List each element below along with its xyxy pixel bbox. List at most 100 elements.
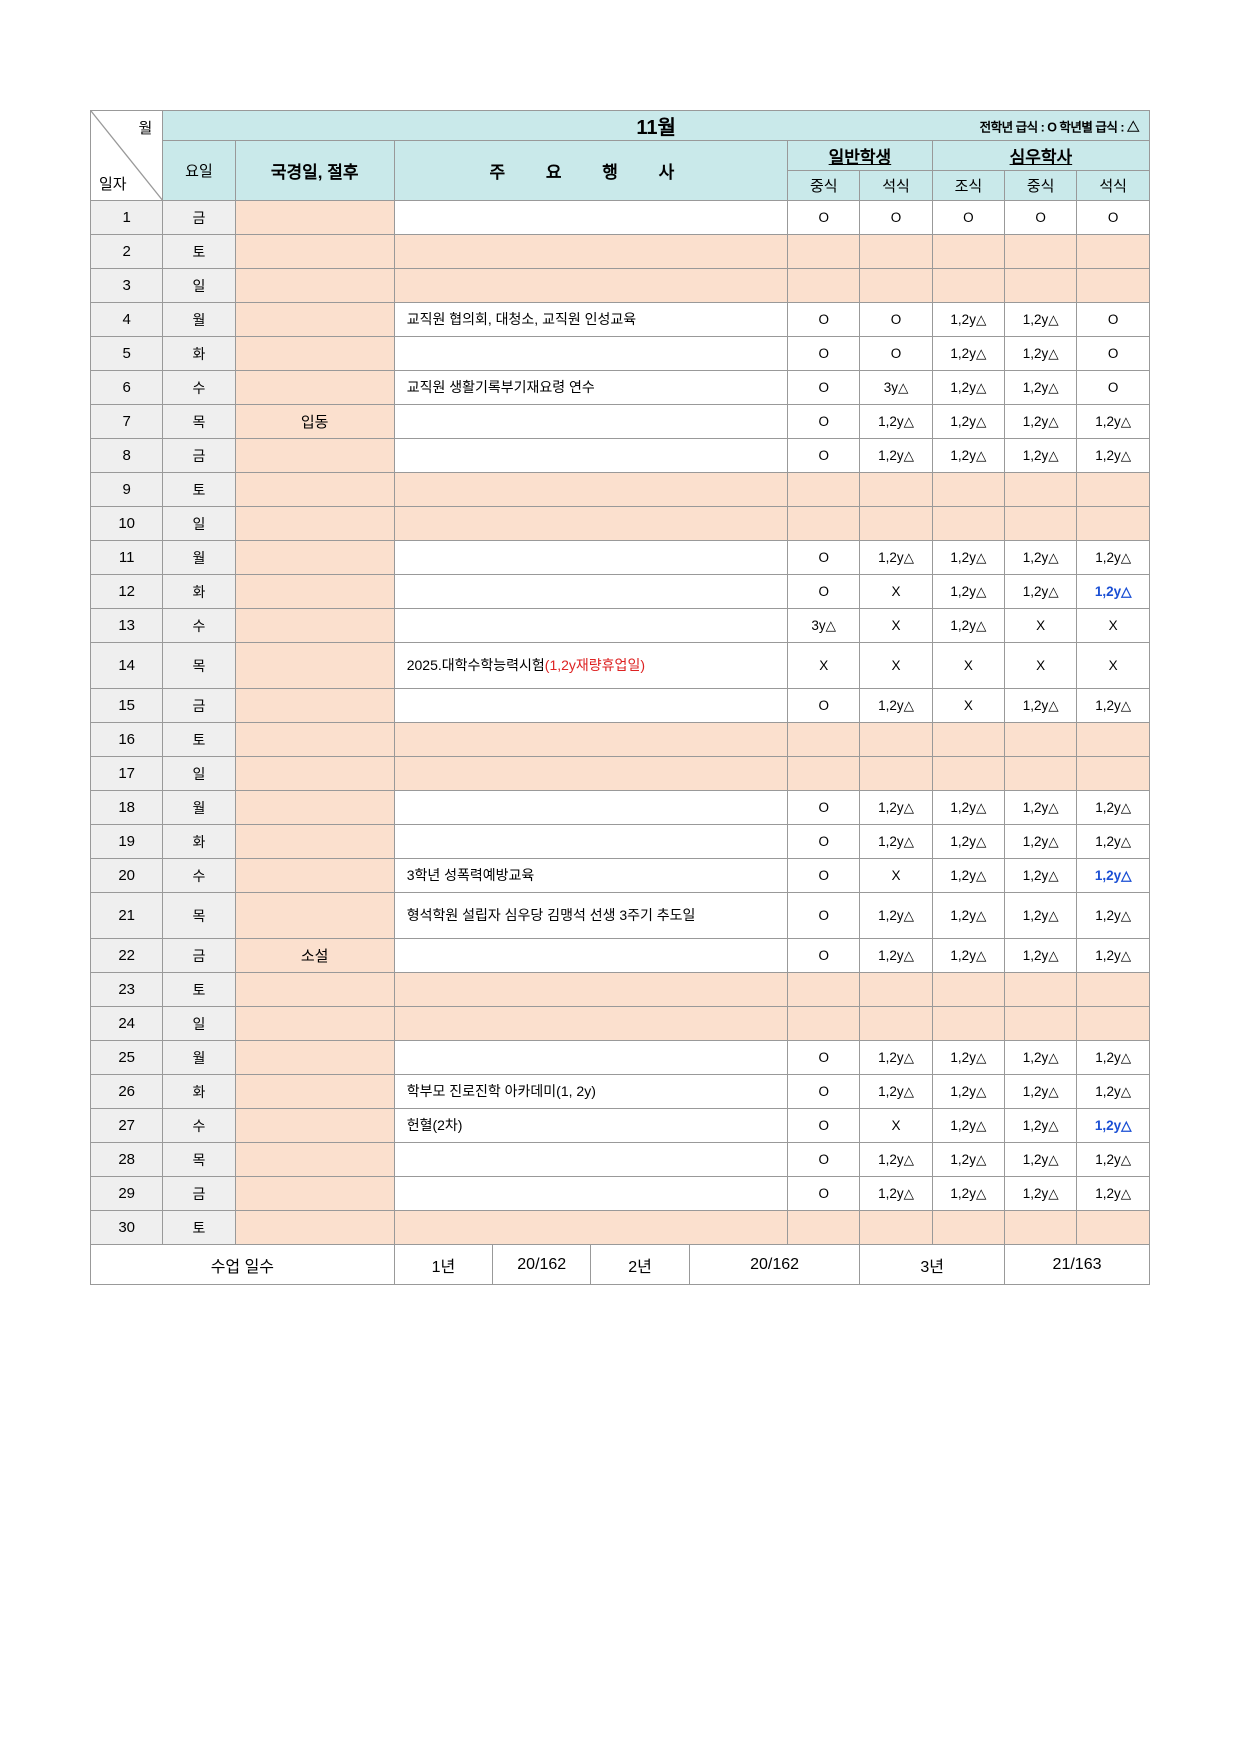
cell-meal: 1,2y△ [1005, 541, 1077, 575]
col-header-dorm: 심우학사 [932, 141, 1149, 171]
cell-day: 수 [163, 371, 235, 405]
cell-event: 교직원 생활기록부기재요령 연수 [394, 371, 787, 405]
cell-holiday [235, 689, 394, 723]
cell-meal: 1,2y△ [932, 939, 1004, 973]
cell-meal [1005, 473, 1077, 507]
footer-y2-value: 20/162 [689, 1245, 860, 1285]
cell-date: 19 [91, 825, 163, 859]
table-row: 22금소설O1,2y△1,2y△1,2y△1,2y△ [91, 939, 1150, 973]
cell-meal [932, 473, 1004, 507]
cell-meal [788, 507, 860, 541]
cell-day: 월 [163, 303, 235, 337]
cell-meal [788, 723, 860, 757]
cell-holiday [235, 439, 394, 473]
cell-meal: X [860, 643, 932, 689]
cell-meal: 1,2y△ [932, 541, 1004, 575]
cell-meal: X [1005, 609, 1077, 643]
cell-event [394, 1007, 787, 1041]
cell-meal [788, 757, 860, 791]
table-row: 27수헌혈(2차)OX1,2y△1,2y△1,2y△ [91, 1109, 1150, 1143]
footer-y3-label: 3년 [860, 1245, 1005, 1285]
cell-date: 11 [91, 541, 163, 575]
cell-meal: O [1077, 303, 1150, 337]
cell-meal [1077, 269, 1150, 303]
cell-meal: O [860, 303, 932, 337]
cell-holiday [235, 575, 394, 609]
cell-meal: O [788, 575, 860, 609]
cell-meal [1077, 973, 1150, 1007]
cell-date: 6 [91, 371, 163, 405]
table-row: 2토 [91, 235, 1150, 269]
cell-meal [860, 1007, 932, 1041]
page-container: 월 일자 11월 전학년 급식 : O 학년별 급식 : △ 요일 국경일, 절… [20, 20, 1220, 1285]
cell-date: 1 [91, 201, 163, 235]
cell-date: 30 [91, 1211, 163, 1245]
cell-meal [932, 1007, 1004, 1041]
table-row: 28목O1,2y△1,2y△1,2y△1,2y△ [91, 1143, 1150, 1177]
cell-meal: 1,2y△ [932, 405, 1004, 439]
cell-day: 화 [163, 575, 235, 609]
cell-meal [1077, 235, 1150, 269]
cell-meal: 1,2y△ [1077, 1109, 1150, 1143]
cell-meal: 1,2y△ [1005, 303, 1077, 337]
cell-event [394, 825, 787, 859]
cell-meal: 1,2y△ [932, 825, 1004, 859]
table-row: 29금O1,2y△1,2y△1,2y△1,2y△ [91, 1177, 1150, 1211]
table-row: 6수교직원 생활기록부기재요령 연수O3y△1,2y△1,2y△O [91, 371, 1150, 405]
cell-meal: 1,2y△ [860, 825, 932, 859]
cell-meal: O [860, 201, 932, 235]
table-row: 25월O1,2y△1,2y△1,2y△1,2y△ [91, 1041, 1150, 1075]
cell-meal: O [1077, 201, 1150, 235]
cell-meal: O [788, 541, 860, 575]
cell-meal: 1,2y△ [860, 1143, 932, 1177]
cell-meal: 1,2y△ [1005, 859, 1077, 893]
cell-day: 토 [163, 723, 235, 757]
cell-holiday [235, 371, 394, 405]
cell-date: 13 [91, 609, 163, 643]
cell-meal: O [788, 825, 860, 859]
cell-holiday [235, 473, 394, 507]
cell-meal: 1,2y△ [1005, 825, 1077, 859]
cell-meal [860, 235, 932, 269]
cell-meal [788, 269, 860, 303]
cell-meal [1005, 507, 1077, 541]
cell-event [394, 1211, 787, 1245]
table-row: 7목입동O1,2y△1,2y△1,2y△1,2y△ [91, 405, 1150, 439]
cell-meal: 1,2y△ [860, 541, 932, 575]
cell-day: 일 [163, 269, 235, 303]
cell-event [394, 791, 787, 825]
table-row: 1금OOOOO [91, 201, 1150, 235]
cell-meal: X [860, 575, 932, 609]
cell-holiday [235, 825, 394, 859]
table-row: 14목2025.대학수학능력시험(1,2y재량휴업일)XXXXX [91, 643, 1150, 689]
col-header-breakfast: 조식 [932, 171, 1004, 201]
cell-event [394, 757, 787, 791]
cell-holiday [235, 1177, 394, 1211]
cell-event: 형석학원 설립자 심우당 김맹석 선생 3주기 추도일 [394, 893, 787, 939]
cell-event [394, 473, 787, 507]
cell-meal [1077, 1211, 1150, 1245]
cell-event: 헌혈(2차) [394, 1109, 787, 1143]
cell-holiday [235, 1007, 394, 1041]
cell-day: 금 [163, 1177, 235, 1211]
cell-meal [1077, 473, 1150, 507]
cell-meal: 1,2y△ [1077, 1075, 1150, 1109]
cell-meal: O [788, 689, 860, 723]
cell-date: 18 [91, 791, 163, 825]
table-row: 8금O1,2y△1,2y△1,2y△1,2y△ [91, 439, 1150, 473]
cell-date: 29 [91, 1177, 163, 1211]
cell-meal [788, 1211, 860, 1245]
cell-meal: 1,2y△ [1005, 371, 1077, 405]
table-row: 13수3y△X1,2y△XX [91, 609, 1150, 643]
cell-holiday [235, 1109, 394, 1143]
cell-meal: X [1077, 643, 1150, 689]
cell-day: 일 [163, 757, 235, 791]
cell-holiday [235, 1211, 394, 1245]
cell-meal: O [1005, 201, 1077, 235]
cell-meal: O [932, 201, 1004, 235]
cell-meal: 1,2y△ [932, 791, 1004, 825]
cell-holiday [235, 893, 394, 939]
cell-holiday [235, 723, 394, 757]
cell-date: 7 [91, 405, 163, 439]
table-row: 9토 [91, 473, 1150, 507]
